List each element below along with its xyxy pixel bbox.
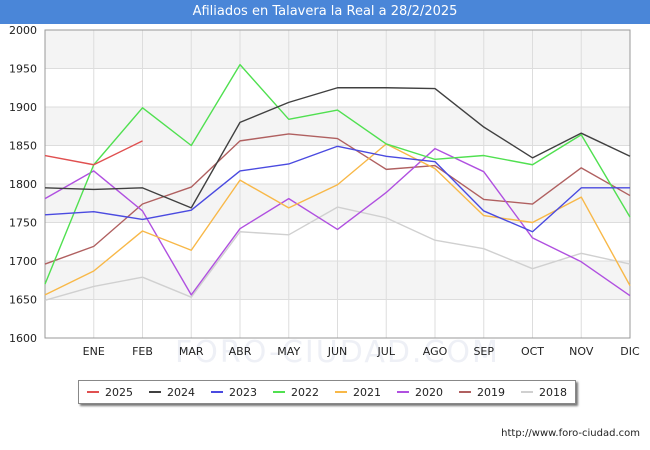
x-tick-label: NOV xyxy=(569,345,594,358)
legend-swatch xyxy=(211,391,223,393)
legend-item-2021: 2021 xyxy=(335,386,381,399)
legend-item-2024: 2024 xyxy=(149,386,195,399)
source-credit: http://www.foro-ciudad.com xyxy=(501,428,640,439)
series-line-2019 xyxy=(44,133,631,265)
y-tick-label: 1800 xyxy=(9,178,37,191)
chart-title: Afiliados en Talavera la Real a 28/2/202… xyxy=(0,0,650,24)
legend-item-2019: 2019 xyxy=(459,386,505,399)
legend-swatch xyxy=(273,391,285,393)
x-tick-label: DIC xyxy=(620,345,640,358)
x-tick-label: MAR xyxy=(179,345,204,358)
y-tick-label: 1700 xyxy=(9,255,37,268)
watermark: FORO-CIUDAD.COM xyxy=(175,335,500,370)
plot-frame xyxy=(44,29,631,339)
legend-label: 2019 xyxy=(477,385,505,399)
x-tick-label: ABR xyxy=(229,345,252,358)
legend-label: 2021 xyxy=(353,385,381,399)
y-tick-label: 1650 xyxy=(9,294,37,307)
y-tick-label: 1600 xyxy=(9,332,37,345)
legend-item-2023: 2023 xyxy=(211,386,257,399)
x-tick-label: FEB xyxy=(132,345,153,358)
series-line-2023 xyxy=(44,145,630,233)
legend-label: 2018 xyxy=(539,385,567,399)
series-line-2018 xyxy=(44,206,631,301)
y-tick-label: 1750 xyxy=(9,217,37,230)
y-tick-label: 1950 xyxy=(9,63,37,76)
series-line-2020 xyxy=(44,147,631,297)
y-tick-label: 1850 xyxy=(9,140,37,153)
x-tick-label: MAY xyxy=(277,345,300,358)
legend-swatch xyxy=(149,391,161,393)
series-line-2025 xyxy=(44,140,143,166)
legend-swatch xyxy=(459,391,471,393)
series-line-2022 xyxy=(44,63,631,285)
x-tick-label: AGO xyxy=(423,345,448,358)
legend-label: 2025 xyxy=(105,385,133,399)
series-line-2021 xyxy=(44,143,631,296)
x-tick-label: JUN xyxy=(327,345,348,358)
legend-item-2022: 2022 xyxy=(273,386,319,399)
x-tick-label: OCT xyxy=(521,345,544,358)
y-tick-label: 1900 xyxy=(9,101,37,114)
legend: 2025 2024 2023 2022 2021 2020 2019 2018 xyxy=(78,380,576,404)
y-tick-label: 2000 xyxy=(9,24,37,37)
legend-item-2020: 2020 xyxy=(397,386,443,399)
legend-swatch xyxy=(335,391,347,393)
legend-item-2025: 2025 xyxy=(87,386,133,399)
legend-swatch xyxy=(397,391,409,393)
legend-swatch xyxy=(87,391,99,393)
x-tick-label: SEP xyxy=(473,345,494,358)
x-tick-label: JUL xyxy=(377,345,396,358)
legend-label: 2024 xyxy=(167,385,195,399)
legend-label: 2020 xyxy=(415,385,443,399)
legend-item-2018: 2018 xyxy=(521,386,567,399)
series-line-2024 xyxy=(44,87,631,209)
legend-label: 2023 xyxy=(229,385,257,399)
legend-swatch xyxy=(521,391,533,393)
legend-label: 2022 xyxy=(291,385,319,399)
x-tick-label: ENE xyxy=(83,345,105,358)
